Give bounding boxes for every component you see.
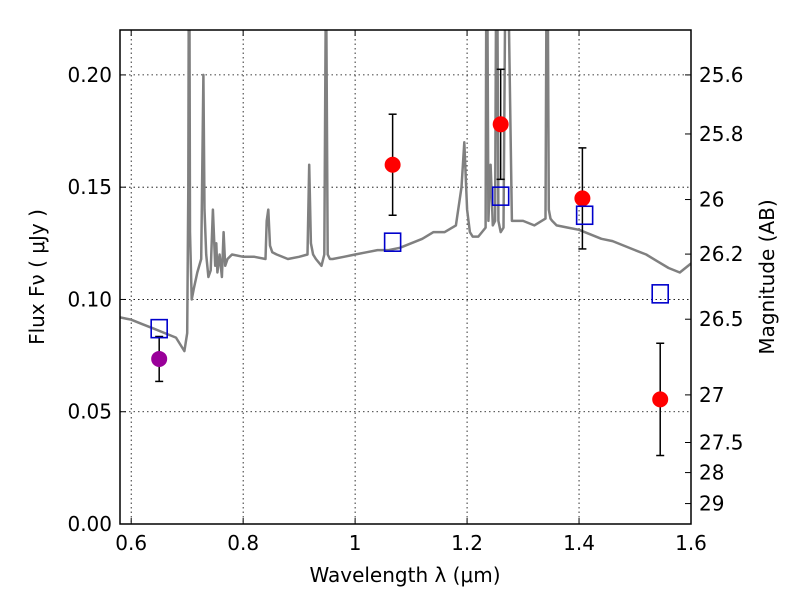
x-tick-label: 1 [349,531,362,555]
y-tick-label: 0.15 [67,175,112,199]
x-tick-label: 1.6 [675,531,707,555]
mag-tick-label: 26 [699,188,724,212]
spectrum-line [120,30,691,353]
plot-background [120,30,691,524]
model-square [651,284,670,304]
marker-layer [150,68,670,457]
mag-tick-label: 25.6 [699,63,744,87]
data-point [151,350,168,367]
mag-tick-label: 25.8 [699,122,744,146]
model-square [150,318,168,339]
y-tick-label: 0.05 [67,400,112,424]
model-square [491,186,510,206]
mag-tick-label: 26.2 [699,242,744,266]
plot-frame [119,29,692,525]
x-tick-label: 1.2 [451,531,483,555]
data-point [652,391,669,408]
x-tick-label: 1.4 [563,531,595,555]
mag-tick-label: 28 [699,461,724,485]
model-square [383,232,402,252]
y-tick-label: 0.10 [67,287,112,311]
model-square [575,205,594,226]
x-tick-label: 0.8 [227,531,259,555]
data-point [492,116,509,133]
grid [120,30,691,524]
mag-tick-label: 29 [699,492,724,516]
mag-tick-label: 26.5 [699,307,744,331]
mag-tick-label: 27.5 [699,430,744,454]
y-tick-label: 0.20 [67,63,112,87]
x-tick-label: 0.6 [115,531,147,555]
data-point [384,156,401,173]
right-axis-label: Magnitude (AB) [755,199,779,354]
data-point [574,190,591,207]
y-axis-label: Flux Fν ( μJy ) [25,209,49,345]
axes: 0.6 0.8 1 1.2 1.4 1.6 0.00 0.05 0.10 0.15 0.20 25.6… [67,30,744,555]
data-layer [120,30,691,353]
y-tick-label: 0.00 [67,512,112,536]
mag-tick-label: 27 [699,383,724,407]
x-axis-label: Wavelength λ (μm) [309,563,500,587]
